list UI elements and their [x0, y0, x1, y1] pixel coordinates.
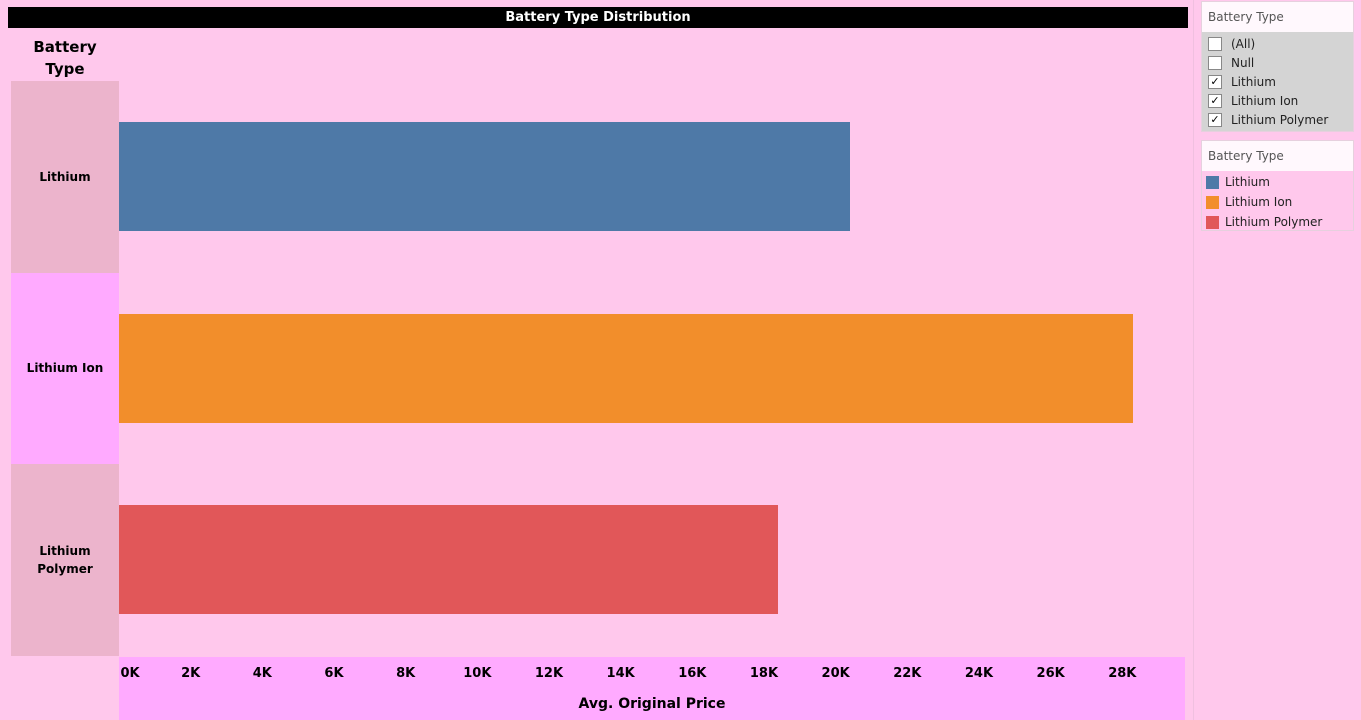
checked-checkbox-icon[interactable]: ✓	[1208, 93, 1222, 108]
bar-lithium[interactable]	[119, 122, 850, 231]
x-tick-label: 18K	[749, 666, 779, 681]
legend-swatch	[1206, 195, 1219, 209]
x-tick-label: 16K	[678, 666, 707, 681]
x-tick-label: 28K	[1108, 666, 1137, 681]
x-tick-label: 4K	[252, 666, 272, 681]
category-label-line: Lithium	[39, 543, 91, 558]
x-axis-label: Avg. Original Price	[578, 696, 726, 712]
checked-checkbox-icon[interactable]: ✓	[1208, 74, 1222, 89]
filter-title: Battery Type	[1202, 2, 1353, 32]
filter-item[interactable]: ✓ Lithium	[1202, 72, 1353, 91]
legend-item[interactable]: Lithium Polymer	[1202, 212, 1353, 232]
x-tick-label: 12K	[534, 666, 564, 681]
x-tick-label: 22K	[893, 666, 922, 681]
category-label-line: Lithium Ion	[26, 361, 104, 376]
category-label-line: Polymer	[37, 561, 93, 576]
x-tick-label: 26K	[1036, 666, 1065, 681]
filter-item[interactable]: (All)	[1202, 34, 1353, 53]
legend-swatch	[1206, 215, 1219, 229]
x-tick-label: 20K	[821, 666, 850, 681]
legend-swatch	[1206, 175, 1219, 189]
filter-item-label: Lithium	[1231, 74, 1276, 89]
filter-item[interactable]: ✓ Lithium Polymer	[1202, 110, 1353, 129]
legend-item-label: Lithium Ion	[1225, 195, 1293, 209]
bar-lithium-ion[interactable]	[119, 313, 1134, 423]
filter-item-label: Lithium Ion	[1231, 93, 1299, 108]
category-label: Lithium Polymer	[11, 464, 119, 656]
filter-list: (All) Null ✓ Lithium ✓ Lithium Ion ✓ Lithium Po…	[1202, 32, 1353, 129]
bar-lithium-polymer[interactable]	[119, 505, 779, 614]
filter-item-label: (All)	[1231, 36, 1256, 51]
category-label: Lithium Ion	[11, 272, 119, 464]
checked-checkbox-icon[interactable]: ✓	[1208, 112, 1222, 127]
x-tick-label: 10K	[463, 666, 492, 681]
filter-item-label: Null	[1231, 55, 1255, 70]
legend-item-label: Lithium Polymer	[1225, 215, 1323, 229]
divider	[1193, 0, 1194, 720]
checkbox-icon[interactable]	[1208, 36, 1222, 51]
x-tick-label: 8K	[396, 666, 416, 681]
filter-item[interactable]: Null	[1202, 53, 1353, 72]
x-tick-label: 6K	[324, 666, 344, 681]
row-header-line: Battery	[33, 38, 97, 56]
x-axis-band	[119, 657, 1185, 720]
legend-item[interactable]: Lithium Ion	[1202, 192, 1353, 212]
filter-item[interactable]: ✓ Lithium Ion	[1202, 91, 1353, 110]
checkbox-icon[interactable]	[1208, 55, 1222, 70]
category-label-line: Lithium	[39, 169, 91, 184]
x-tick-label: 2K	[181, 666, 201, 681]
legend-item[interactable]: Lithium	[1202, 172, 1353, 192]
filter-item-label: Lithium Polymer	[1231, 112, 1329, 127]
chart-title: Battery Type Distribution	[8, 7, 1188, 28]
battery-type-filter: Battery Type (All) Null ✓ Lithium ✓ Lithium I…	[1201, 1, 1354, 132]
battery-type-legend: Battery Type Lithium Lithium Ion Lithium P…	[1201, 140, 1354, 231]
x-tick-label: 0K	[120, 666, 140, 681]
x-tick-label: 14K	[606, 666, 635, 681]
row-header: Battery Type	[11, 36, 119, 80]
legend-item-label: Lithium	[1225, 175, 1270, 189]
row-header-line: Type	[45, 60, 85, 78]
category-label: Lithium	[11, 81, 119, 273]
legend-title: Battery Type	[1202, 141, 1353, 171]
legend-list: Lithium Lithium Ion Lithium Polymer	[1202, 171, 1353, 232]
x-tick-label: 24K	[964, 666, 994, 681]
